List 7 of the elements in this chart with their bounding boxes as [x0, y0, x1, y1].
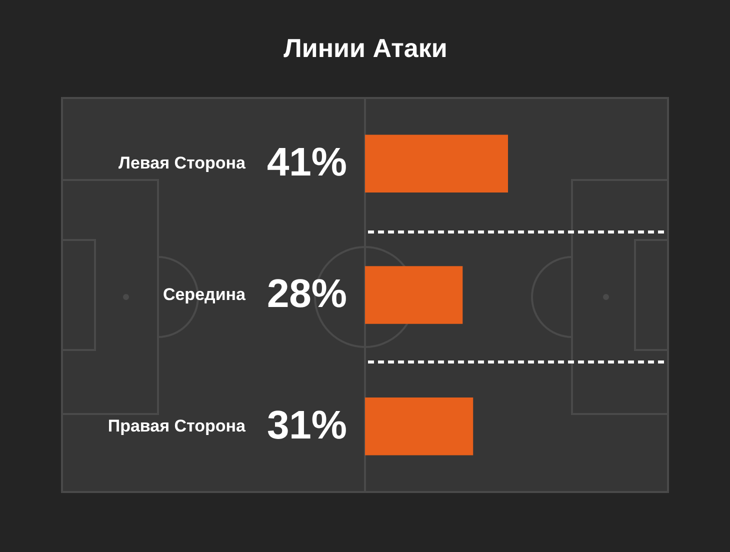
chart-title: Линии Атаки [284, 33, 448, 63]
y-tick-label: Левая Сторона [118, 154, 246, 173]
y-tick-label: Правая Сторона [108, 416, 246, 436]
data-label: 28% [266, 272, 347, 316]
y-tick-label: Середина [162, 285, 246, 304]
data-label: 41% [266, 140, 347, 185]
data-label: 31% [266, 403, 347, 448]
